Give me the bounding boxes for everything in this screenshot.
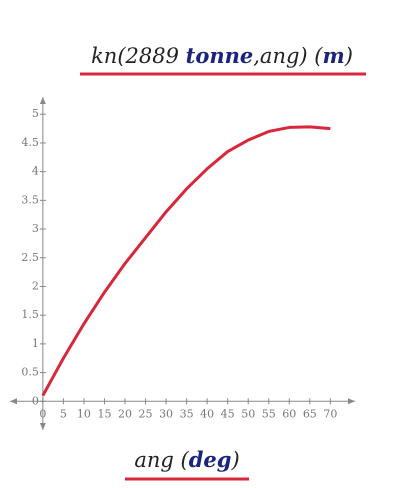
- line: [41, 125, 331, 397]
- x-tick-label: 50: [241, 407, 255, 420]
- x-tick-label: 45: [221, 407, 235, 420]
- y-tick-label: 4.5: [21, 136, 39, 149]
- y-tick-label: 0: [32, 394, 39, 407]
- y-axis-label: kn(2889 tonne,ang) (m): [91, 43, 353, 68]
- x-tick-label: 35: [180, 407, 194, 420]
- y-tick-label: 4: [32, 165, 39, 178]
- label-part: m: [322, 43, 344, 68]
- y-tick-label: 1.5: [21, 308, 39, 321]
- y-tick-label: 2: [32, 279, 39, 292]
- x-axis-label: ang (deg): [134, 447, 239, 472]
- arrow: [39, 97, 46, 104]
- label-part: ): [344, 44, 353, 68]
- label-part: ): [230, 448, 239, 472]
- arrow: [39, 423, 46, 430]
- x-tick-label: 10: [77, 407, 91, 420]
- label-part: deg: [189, 447, 232, 472]
- x-tick-label: 60: [282, 407, 296, 420]
- x-tick-label: 25: [139, 407, 153, 420]
- y-tick-label: 1: [32, 337, 39, 350]
- x-tick-label: 65: [303, 407, 317, 420]
- label-part: kn(2889: [91, 44, 186, 68]
- x-tick-label: 30: [159, 407, 173, 420]
- y-tick-label: 0.5: [21, 366, 39, 379]
- label-part: ang (: [134, 448, 189, 472]
- x-tick-label: 5: [60, 407, 67, 420]
- arrow: [10, 398, 17, 405]
- x-tick-label: 40: [200, 407, 214, 420]
- x-tick-label: 70: [323, 407, 337, 420]
- x-tick-label: 0: [39, 407, 46, 420]
- x-tick-label: 15: [97, 407, 111, 420]
- y-tick-label: 3.5: [21, 193, 39, 206]
- x-tick-label: 20: [118, 407, 132, 420]
- label-part: tonne: [186, 43, 254, 68]
- x-tick-label: 55: [262, 407, 276, 420]
- y-tick-label: 2.5: [21, 251, 39, 264]
- label-part: ,ang) (: [253, 44, 323, 68]
- y-tick-label: 3: [32, 222, 39, 235]
- arrow: [348, 398, 355, 405]
- y-tick-label: 5: [32, 107, 39, 120]
